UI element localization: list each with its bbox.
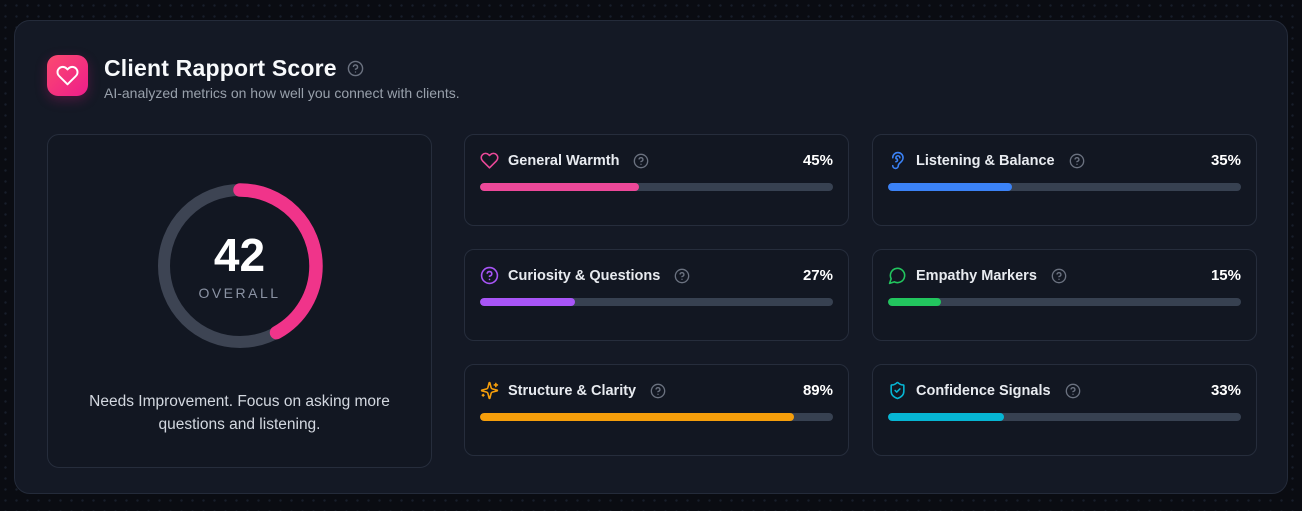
metric-card: Listening & Balance 35% <box>872 134 1257 226</box>
metric-help-icon[interactable] <box>674 268 690 284</box>
metric-progress-track <box>480 413 833 421</box>
overall-score-value: 42 <box>213 228 266 281</box>
metric-card: Empathy Markers 15% <box>872 249 1257 341</box>
metric-help-icon[interactable] <box>650 383 666 399</box>
metric-percentage: 33% <box>1210 382 1241 399</box>
metric-progress-fill <box>480 298 576 306</box>
metric-label: Listening & Balance <box>916 152 1055 169</box>
overall-score-card: 42 OVERALL Needs Improvement. Focus on a… <box>47 134 432 468</box>
message-circle-icon <box>888 266 907 285</box>
metric-progress-fill <box>888 413 1005 421</box>
overall-feedback-message: Needs Improvement. Focus on asking more … <box>89 393 390 433</box>
metric-card: Structure & Clarity 89% <box>464 364 849 456</box>
metric-progress-fill <box>480 183 639 191</box>
metric-progress-track <box>888 413 1241 421</box>
sparkles-icon <box>480 381 499 400</box>
metric-card: Confidence Signals 33% <box>872 364 1257 456</box>
gauge-center: 42 OVERALL <box>155 181 325 351</box>
metric-progress-fill <box>888 298 941 306</box>
client-rapport-score-panel: Client Rapport Score AI-analyzed metrics… <box>14 20 1288 494</box>
metric-percentage: 45% <box>802 152 833 169</box>
metric-help-icon[interactable] <box>1051 268 1067 284</box>
title-help-icon[interactable] <box>347 60 364 77</box>
metrics-grid: General Warmth 45% Listening & Balance 3… <box>464 134 1257 468</box>
metric-label: General Warmth <box>508 152 620 169</box>
heart-icon <box>480 151 499 170</box>
metric-percentage: 35% <box>1210 152 1241 169</box>
metric-label: Curiosity & Questions <box>508 267 661 284</box>
shield-check-icon <box>888 381 907 400</box>
metric-progress-track <box>888 183 1241 191</box>
metric-percentage: 27% <box>802 267 833 284</box>
metric-label: Structure & Clarity <box>508 382 637 399</box>
metric-label: Confidence Signals <box>916 382 1051 399</box>
header-text: Client Rapport Score AI-analyzed metrics… <box>104 55 460 101</box>
ear-icon <box>888 151 907 170</box>
metric-help-icon[interactable] <box>1069 153 1085 169</box>
page-title: Client Rapport Score <box>104 55 337 81</box>
metric-help-icon[interactable] <box>1065 383 1081 399</box>
metric-progress-track <box>888 298 1241 306</box>
metric-progress-fill <box>480 413 795 421</box>
panel-header: Client Rapport Score AI-analyzed metrics… <box>47 55 1255 101</box>
heart-icon <box>56 65 79 86</box>
metric-progress-track <box>480 298 833 306</box>
metric-card: Curiosity & Questions 27% <box>464 249 849 341</box>
metric-card: General Warmth 45% <box>464 134 849 226</box>
overall-gauge: 42 OVERALL <box>155 181 325 351</box>
metric-progress-track <box>480 183 833 191</box>
heart-badge <box>47 55 88 96</box>
metric-help-icon[interactable] <box>633 153 649 169</box>
metric-progress-fill <box>888 183 1012 191</box>
metric-percentage: 15% <box>1210 267 1241 284</box>
page-subtitle: AI-analyzed metrics on how well you conn… <box>104 85 460 101</box>
circle-question-icon <box>480 266 499 285</box>
panel-content: 42 OVERALL Needs Improvement. Focus on a… <box>47 134 1257 468</box>
metric-percentage: 89% <box>802 382 833 399</box>
overall-score-label: OVERALL <box>198 284 281 301</box>
metric-label: Empathy Markers <box>916 267 1037 284</box>
gauge-progress-arc <box>156 183 323 349</box>
